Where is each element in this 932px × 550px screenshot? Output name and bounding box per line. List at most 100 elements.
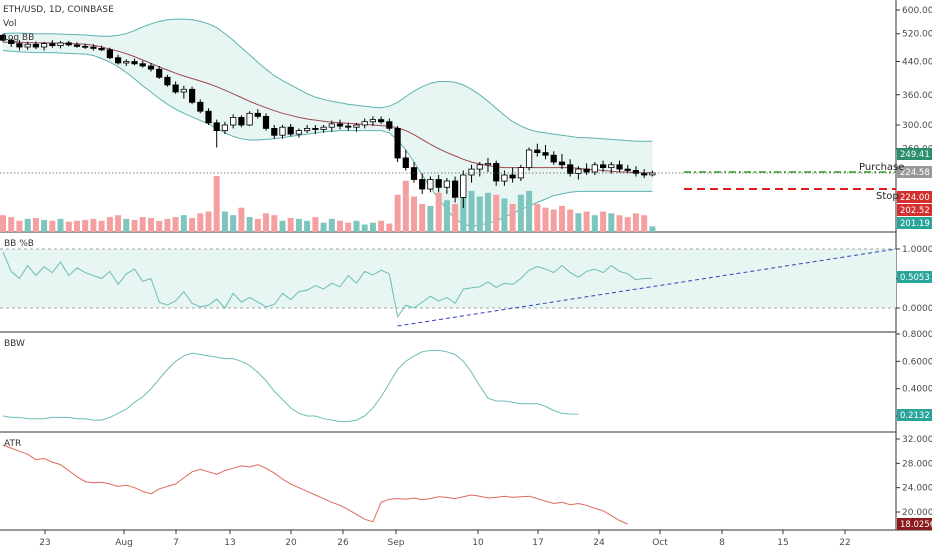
candle-body xyxy=(493,162,500,182)
time-tick-label: 13 xyxy=(224,538,235,548)
candle-body xyxy=(238,117,245,126)
candle-body xyxy=(369,119,377,123)
candle-body xyxy=(287,126,294,135)
candle-body xyxy=(16,43,23,48)
price-tag: 201.19 xyxy=(900,219,930,229)
volume-bar xyxy=(575,213,582,232)
volume-bar xyxy=(123,218,130,232)
atr-pane xyxy=(2,444,628,525)
candle-body xyxy=(542,152,549,156)
percent-b-band xyxy=(0,249,896,308)
volume-bar xyxy=(361,224,368,232)
candle-body xyxy=(460,174,467,198)
candle-body xyxy=(353,124,360,128)
bbw-pane xyxy=(2,349,579,422)
volume-bar xyxy=(41,219,48,232)
candle-body xyxy=(32,43,40,48)
volume-bar xyxy=(263,213,269,232)
candle-body xyxy=(386,121,393,129)
bbw-title: BBW xyxy=(4,339,25,349)
candle-body xyxy=(591,164,598,173)
volume-label: Vol xyxy=(3,19,16,29)
candle-body xyxy=(115,57,122,64)
time-tick-label: Aug xyxy=(115,538,133,548)
volume-bar xyxy=(90,218,97,232)
candle-body xyxy=(139,63,146,67)
candle-body xyxy=(131,61,138,65)
volume-bar xyxy=(8,217,15,232)
volume-bar xyxy=(608,213,615,232)
time-tick-label: 23 xyxy=(39,538,50,548)
candle-body xyxy=(550,154,557,163)
candle-body xyxy=(583,168,590,173)
time-tick-label: Sep xyxy=(388,538,405,548)
candle-body xyxy=(600,164,607,169)
candle-body xyxy=(616,164,623,170)
volume-bar xyxy=(517,194,524,232)
candle-body xyxy=(484,162,492,166)
volume-bars xyxy=(0,176,656,232)
bbw-line xyxy=(2,349,579,422)
time-axis[interactable]: 23 Aug 7 13 20 26 Sep 10 17 24 Oct 8 15 22 xyxy=(39,530,851,548)
candle-body xyxy=(328,123,335,128)
bb-fill xyxy=(3,19,653,227)
volume-bar xyxy=(353,220,360,232)
atr-value-tag: 18.0256 xyxy=(900,520,932,530)
time-tick-label: 10 xyxy=(472,538,484,548)
candle-body xyxy=(501,174,508,182)
candle-body xyxy=(468,168,475,176)
volume-bar xyxy=(197,213,204,232)
candle-body xyxy=(221,124,228,131)
price-tag-bg xyxy=(897,148,932,160)
atr-tick-label: 28.0000 xyxy=(902,459,932,469)
candle-body xyxy=(361,121,368,126)
volume-bar xyxy=(230,215,237,232)
volume-bar xyxy=(139,217,146,232)
percent-b-line xyxy=(2,251,653,319)
bbw-tick-label: 0.8000 xyxy=(902,330,932,340)
trend-line xyxy=(397,248,897,327)
volume-bar xyxy=(271,215,278,232)
volume-bar xyxy=(156,220,163,232)
volume-bar xyxy=(320,222,327,232)
candle-body xyxy=(254,112,261,117)
candlesticks xyxy=(0,33,656,208)
candle-body xyxy=(65,42,72,46)
volume-bar xyxy=(328,218,335,232)
bb-lower-line xyxy=(2,50,653,227)
time-tick-label: 20 xyxy=(285,538,297,548)
candle-body xyxy=(172,84,179,93)
candle-body xyxy=(197,101,204,112)
volume-bar xyxy=(452,204,459,232)
volume-bar xyxy=(98,220,105,232)
candle-body xyxy=(98,48,105,51)
atr-title: ATR xyxy=(4,439,21,449)
volume-bar xyxy=(74,220,80,232)
price-tag-bg xyxy=(897,191,932,203)
volume-bar xyxy=(65,221,72,232)
candle-body xyxy=(188,88,196,103)
volume-bar xyxy=(493,194,500,232)
volume-bar xyxy=(591,215,598,232)
candle-body xyxy=(443,180,451,188)
candle-body xyxy=(624,168,631,171)
price-tag: 249.41 xyxy=(900,150,930,160)
volume-bar xyxy=(583,211,590,232)
price-axis[interactable]: 600.00520.00440.00360.00300.00260.001.00… xyxy=(896,6,932,530)
volume-bar xyxy=(24,218,31,232)
volume-bar xyxy=(509,204,516,232)
volume-bar xyxy=(624,217,631,232)
price-tag-bg xyxy=(897,166,932,178)
bbw-value-tag-bg xyxy=(897,409,932,421)
bb-percent-b-pane xyxy=(0,248,897,327)
percent-b-value-tag-bg xyxy=(897,271,932,283)
percent-b-tick-label: 1.0000 xyxy=(902,245,932,255)
candle-body xyxy=(419,179,426,190)
candle-body xyxy=(205,110,212,124)
price-tag-bg xyxy=(897,204,932,216)
candle-body xyxy=(147,65,155,70)
volume-bar xyxy=(246,217,253,232)
candle-body xyxy=(246,112,253,126)
time-tick-label: 8 xyxy=(719,538,725,548)
